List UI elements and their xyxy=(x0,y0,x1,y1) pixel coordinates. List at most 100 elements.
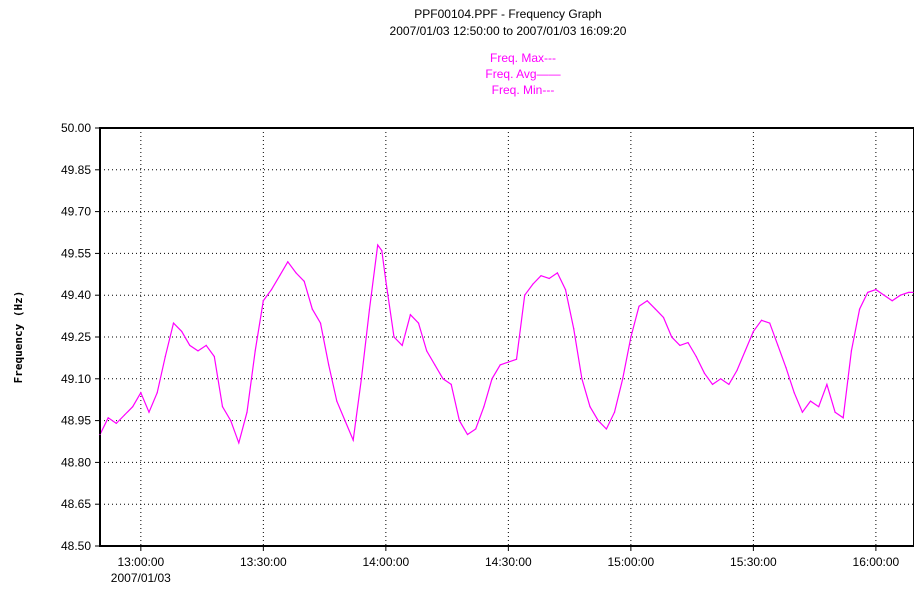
data-point xyxy=(891,300,893,302)
data-point xyxy=(393,336,395,338)
chart-subtitle: 2007/01/03 12:50:00 to 2007/01/03 16:09:… xyxy=(390,24,627,38)
data-point xyxy=(573,328,575,330)
data-point xyxy=(385,280,387,282)
data-point xyxy=(532,283,534,285)
data-point xyxy=(344,420,346,422)
data-point xyxy=(613,411,616,413)
x-tick-label: 16:00:00 xyxy=(853,555,900,569)
data-point xyxy=(270,289,273,291)
legend-entry: Freq. Min--- xyxy=(492,83,555,97)
data-point xyxy=(548,277,550,280)
axis-ticks: 50.00 49.85 49.70 49.55 49.40 49.25 49.10 48.95… xyxy=(61,121,900,569)
data-point xyxy=(311,308,313,310)
data-point xyxy=(238,442,240,444)
data-point xyxy=(556,272,558,274)
y-tick-label: 50.00 xyxy=(61,121,91,135)
data-point xyxy=(662,316,665,319)
data-point xyxy=(597,420,599,422)
data-point xyxy=(760,319,763,321)
data-point xyxy=(466,433,469,436)
x-tick-label: 13:30:00 xyxy=(240,555,287,569)
data-point xyxy=(589,406,591,408)
x-tick-label: 14:30:00 xyxy=(485,555,532,569)
data-point xyxy=(401,344,403,346)
data-point xyxy=(483,406,485,408)
data-point xyxy=(646,300,648,302)
x-tick-label: 15:00:00 xyxy=(608,555,655,569)
y-tick-label: 49.85 xyxy=(61,163,91,177)
data-point xyxy=(605,428,607,430)
data-point xyxy=(172,322,175,324)
data-point xyxy=(744,350,746,352)
data-point xyxy=(246,411,248,413)
data-point xyxy=(368,308,371,310)
data-point xyxy=(287,261,289,263)
data-point xyxy=(262,300,264,302)
y-tick-label: 49.25 xyxy=(61,330,91,344)
data-point xyxy=(434,364,436,366)
data-point xyxy=(336,400,338,402)
data-point xyxy=(328,364,330,366)
data-point xyxy=(295,272,297,274)
y-tick-label: 49.55 xyxy=(61,246,91,260)
x-axis-date-label: 2007/01/03 xyxy=(111,571,171,585)
data-point xyxy=(622,378,624,380)
data-point xyxy=(801,411,803,413)
data-point xyxy=(475,428,477,430)
data-point xyxy=(181,330,183,333)
legend-entry: Freq. Max--- xyxy=(490,51,556,65)
x-tick-label: 15:30:00 xyxy=(730,555,777,569)
data-point xyxy=(377,244,379,246)
data-point xyxy=(213,355,215,358)
data-point xyxy=(850,350,852,352)
data-point xyxy=(450,383,452,385)
y-tick-label: 49.70 xyxy=(61,205,91,219)
y-axis-label: Frequency (Hz) xyxy=(12,291,25,384)
data-point xyxy=(115,422,117,424)
data-point xyxy=(352,439,354,441)
series-line-freq-avg xyxy=(99,243,914,445)
data-point xyxy=(426,350,428,352)
data-point xyxy=(507,361,509,363)
data-point xyxy=(834,411,836,413)
data-point xyxy=(360,378,362,380)
plot-area-frame xyxy=(99,127,914,547)
data-point xyxy=(319,322,322,324)
data-point xyxy=(883,294,885,296)
data-point xyxy=(785,367,787,369)
data-point xyxy=(728,383,730,385)
data-point xyxy=(254,350,256,352)
data-point xyxy=(123,414,126,416)
y-tick-label: 48.65 xyxy=(61,497,91,511)
y-tick-label: 48.50 xyxy=(61,539,91,553)
data-point xyxy=(140,392,142,394)
data-point xyxy=(148,411,150,413)
data-point xyxy=(907,291,910,294)
data-point xyxy=(442,378,444,380)
chart-title: PPF00104.PPF - Frequency Graph xyxy=(414,7,601,21)
data-point xyxy=(540,275,542,277)
data-point xyxy=(221,406,224,408)
data-point xyxy=(303,280,305,282)
data-point xyxy=(769,322,771,324)
data-point xyxy=(132,406,134,408)
data-point xyxy=(564,289,567,291)
data-point xyxy=(197,350,199,352)
data-point xyxy=(99,433,101,436)
data-point xyxy=(189,344,191,346)
y-tick-label: 49.40 xyxy=(61,288,91,302)
data-point xyxy=(858,308,861,310)
data-point xyxy=(654,308,656,310)
data-point xyxy=(809,400,812,402)
legend-entry: Freq. Avg—— xyxy=(485,67,560,81)
data-point xyxy=(458,420,460,422)
data-point xyxy=(581,378,583,380)
data-point xyxy=(752,330,754,333)
data-point xyxy=(107,417,109,419)
data-point xyxy=(279,275,281,277)
data-point xyxy=(736,369,738,372)
y-tick-label: 49.10 xyxy=(61,372,91,386)
data-point xyxy=(491,378,493,380)
data-point xyxy=(638,305,640,307)
